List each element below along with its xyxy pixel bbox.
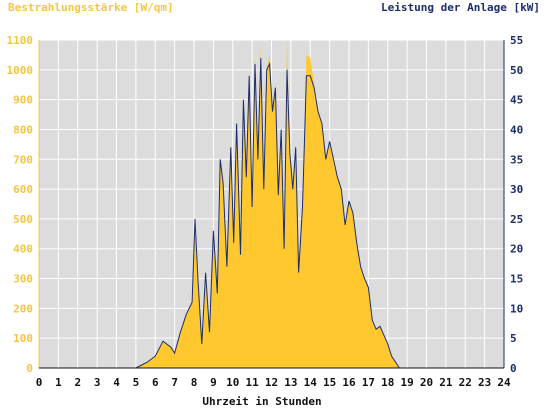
right-tick-labels: 0 5 10 15 20 25 30 35 40 45 50 55 (510, 34, 523, 375)
x-tick-label: 16 (342, 376, 356, 389)
right-tick-label: 30 (510, 183, 523, 196)
x-tick-labels: 0 1 2 3 4 5 6 7 8 9 10 11 12 13 14 15 16 17 18 19 20 21 22 23 24 (36, 376, 511, 389)
x-tick-label: 3 (94, 376, 101, 389)
right-tick-label: 10 (510, 302, 523, 315)
power-line (39, 57, 504, 369)
x-tick-label: 11 (246, 376, 260, 389)
right-tick-label: 20 (510, 243, 523, 256)
right-tick-label: 5 (510, 332, 517, 345)
left-tick-label: 600 (13, 183, 33, 196)
left-tick-label: 100 (13, 332, 33, 345)
left-tick-label: 1000 (7, 64, 34, 77)
x-tick-label: 6 (152, 376, 159, 389)
right-tick-label: 40 (510, 123, 523, 136)
irradiance-area (39, 40, 504, 368)
x-tick-label: 5 (133, 376, 140, 389)
left-axis-title: Bestrahlungsstärke [W/qm] (8, 1, 174, 14)
x-tick-label: 19 (401, 376, 414, 389)
x-tick-label: 17 (362, 376, 375, 389)
right-tick-label: 50 (510, 64, 523, 77)
left-tick-label: 0 (26, 362, 33, 375)
x-tick-label: 1 (55, 376, 62, 389)
x-tick-label: 9 (210, 376, 217, 389)
x-tick-label: 7 (171, 376, 178, 389)
x-tick-label: 2 (74, 376, 81, 389)
left-tick-label: 700 (13, 153, 33, 166)
right-tick-label: 15 (510, 273, 523, 286)
x-tick-label: 21 (439, 376, 453, 389)
right-tick-label: 25 (510, 213, 523, 226)
x-tick-label: 12 (265, 376, 278, 389)
left-tick-label: 800 (13, 123, 33, 136)
x-tick-label: 13 (284, 376, 297, 389)
right-tick-label: 55 (510, 34, 523, 47)
right-tick-label: 0 (510, 362, 517, 375)
left-tick-label: 300 (13, 273, 33, 286)
left-tick-label: 400 (13, 243, 33, 256)
x-tick-label: 0 (36, 376, 43, 389)
x-tick-label: 15 (323, 376, 336, 389)
x-tick-label: 14 (304, 376, 318, 389)
left-tick-label: 1100 (7, 34, 34, 47)
right-tick-label: 45 (510, 94, 523, 107)
x-tick-label: 24 (497, 376, 511, 389)
x-tick-label: 23 (478, 376, 491, 389)
left-tick-label: 900 (13, 94, 33, 107)
x-axis-title: Uhrzeit in Stunden (202, 395, 321, 408)
x-tick-label: 10 (226, 376, 239, 389)
x-tick-label: 20 (420, 376, 433, 389)
x-tick-label: 22 (459, 376, 472, 389)
right-tick-label: 35 (510, 153, 523, 166)
x-tick-label: 18 (381, 376, 394, 389)
left-tick-labels: 0 100 200 300 400 500 600 700 800 900 1000 1100 (7, 34, 34, 375)
x-tick-label: 4 (113, 376, 120, 389)
left-tick-label: 200 (13, 302, 33, 315)
right-axis-title: Leistung der Anlage [kW] (381, 1, 540, 14)
x-tick-label: 8 (191, 376, 198, 389)
left-tick-label: 500 (13, 213, 33, 226)
